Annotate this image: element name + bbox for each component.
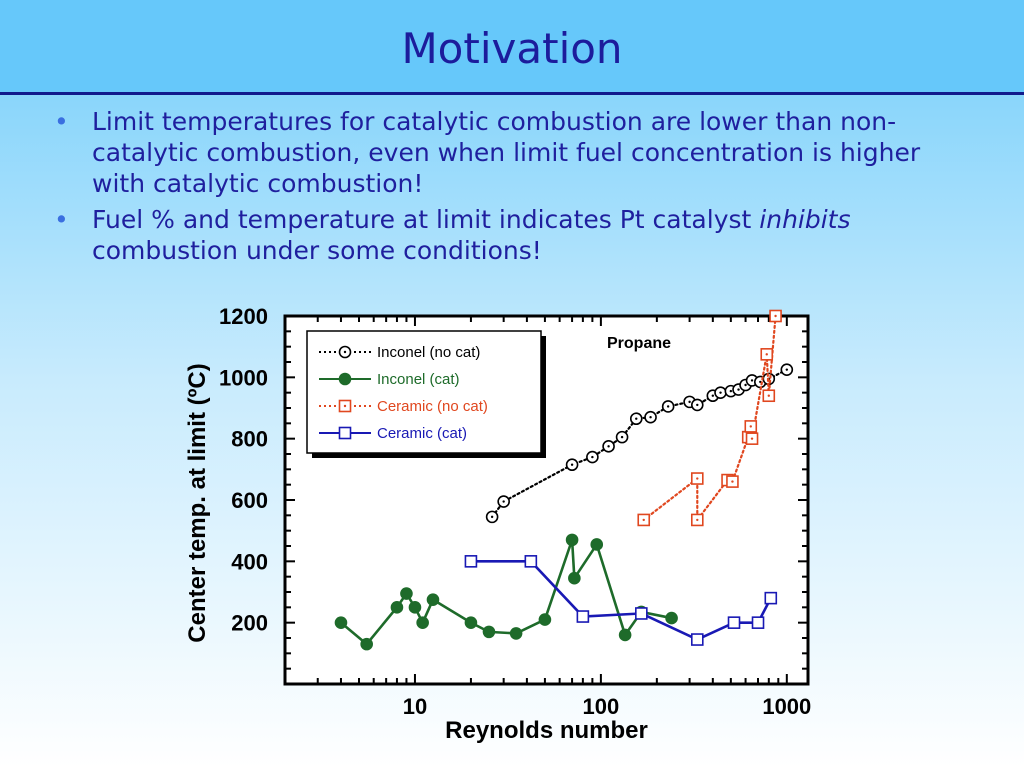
data-point [400, 587, 413, 600]
data-point-center [750, 379, 754, 382]
bullet-text: Limit temperatures for catalytic combust… [92, 107, 921, 198]
data-point [426, 593, 440, 606]
data-point [618, 628, 632, 642]
legend-label: Ceramic (no cat) [377, 398, 488, 415]
data-point-center [696, 403, 699, 407]
title-bar: Motivation [0, 0, 1024, 95]
legend-marker-center [343, 350, 347, 354]
data-point [390, 601, 404, 614]
legend-label: Ceramic (cat) [377, 425, 467, 442]
series-ceramic-no-cat [637, 309, 782, 527]
x-tick-label: 10 [403, 694, 427, 719]
data-point [590, 538, 604, 551]
data-point-center [767, 394, 770, 397]
bullet-dot: • [54, 107, 69, 136]
data-point-center [635, 417, 638, 420]
data-point [360, 637, 373, 651]
legend-label: Inconel (no cat) [377, 344, 480, 361]
data-point-center [774, 314, 777, 318]
data-point [751, 616, 765, 629]
data-point [524, 555, 538, 568]
data-point-center [649, 416, 652, 419]
y-tick-label: 1000 [219, 365, 268, 390]
data-point [568, 571, 581, 585]
data-point [334, 616, 348, 629]
series-layer [334, 309, 794, 651]
data-point [565, 533, 579, 547]
data-point-center [666, 405, 670, 408]
data-point [416, 616, 429, 629]
data-point [727, 616, 741, 629]
bullet-text-italic: inhibits [759, 205, 851, 234]
data-point-center [719, 391, 722, 394]
data-point [482, 625, 496, 639]
chart-annotation: Propane [607, 335, 671, 352]
data-point-center [750, 437, 754, 440]
y-tick-label: 600 [231, 488, 268, 513]
data-point-center [570, 463, 574, 466]
data-point [665, 611, 678, 625]
data-point-center [688, 400, 691, 404]
legend-marker [338, 372, 352, 386]
bullet-item: • Limit temperatures for catalytic combu… [54, 106, 954, 199]
slide-title: Motivation [401, 24, 623, 73]
data-point [690, 633, 704, 646]
legend-marker-center [343, 404, 347, 408]
data-point-center [620, 435, 624, 439]
legend-marker [338, 426, 352, 440]
data-point-center [696, 518, 699, 522]
legend: Inconel (no cat) Inconel (cat) Ceramic (no… [306, 330, 546, 458]
y-axis-title: Center temp. at limit (ºC) [184, 363, 211, 642]
data-point-center [607, 445, 610, 448]
data-point-center [502, 500, 505, 503]
series-ceramic-cat [464, 555, 778, 646]
bullet-list: • Limit temperatures for catalytic combu… [54, 106, 954, 271]
y-tick-label: 800 [231, 427, 268, 452]
data-point [635, 607, 648, 620]
data-point-center [591, 455, 594, 459]
bullet-dot: • [54, 205, 69, 234]
data-point-center [490, 515, 494, 519]
bullet-item: • Fuel % and temperature at limit indica… [54, 204, 954, 266]
data-point [538, 613, 552, 626]
data-point [464, 555, 478, 568]
data-point [576, 610, 590, 623]
data-point-center [696, 477, 699, 480]
axis-ticks: 10 100 1000 200 400 600 800 1000 1200 [219, 304, 811, 719]
x-axis-title: Reynolds number [445, 717, 648, 744]
data-point-center [711, 394, 715, 397]
data-point-center [729, 389, 733, 393]
bullet-text-before: Fuel % and temperature at limit indicate… [92, 205, 752, 234]
data-point-center [785, 368, 789, 371]
data-point [408, 601, 422, 614]
y-tick-label: 200 [231, 611, 268, 636]
data-point-center [744, 383, 747, 387]
data-point-center [749, 425, 752, 428]
data-point-center [642, 518, 645, 522]
x-tick-label: 100 [583, 694, 620, 719]
data-point-center [765, 353, 768, 356]
data-point [509, 627, 523, 640]
data-point-center [731, 480, 734, 483]
data-point [464, 616, 478, 629]
bullet-text-after: combustion under some conditions! [92, 236, 542, 265]
legend-label: Inconel (cat) [377, 371, 460, 388]
data-point [764, 591, 778, 605]
y-tick-label: 1200 [219, 304, 268, 329]
data-point-center [737, 388, 740, 391]
y-tick-label: 400 [231, 549, 268, 574]
x-tick-label: 1000 [762, 694, 811, 719]
